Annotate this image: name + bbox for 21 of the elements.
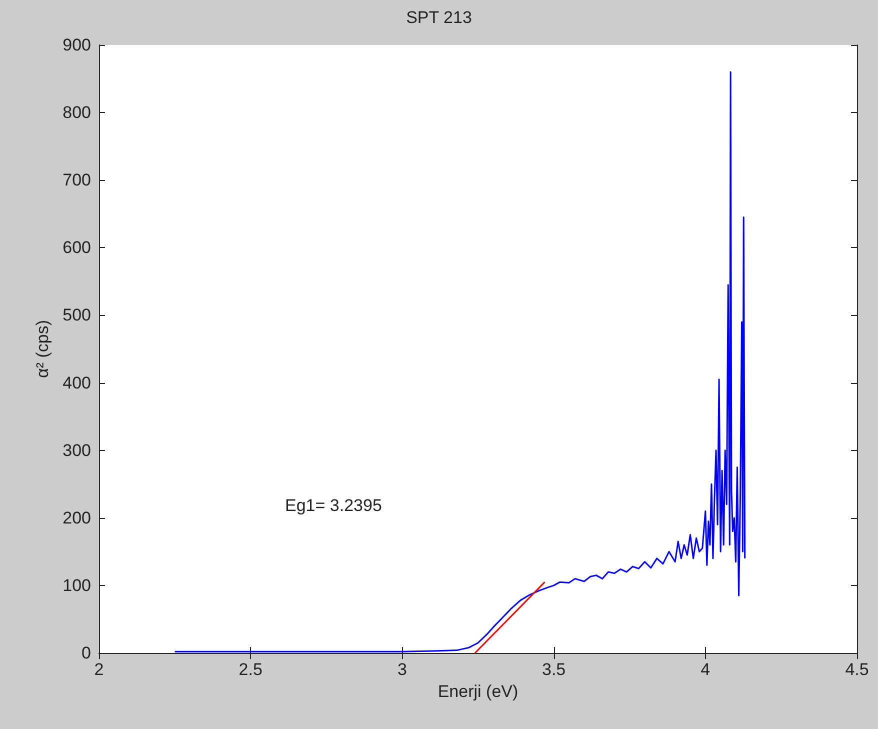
y-tick-label: 0 [82,644,91,662]
chart-title: SPT 213 [406,8,472,27]
x-axis-title: Enerji (eV) [438,682,518,701]
annotation: Eg1= 3.2395 [285,496,382,515]
y-tick-label: 700 [62,170,91,190]
y-tick-label: 900 [62,36,91,54]
y-tick-label: 100 [62,576,91,595]
x-tick-label: 2.5 [238,660,262,679]
y-axis-title: α² (cps) [33,320,52,378]
x-tick-label: 3 [397,660,407,679]
y-tick-label: 600 [62,238,91,258]
y-tick-label: 300 [62,440,91,460]
x-tick-label: 2 [94,660,104,679]
y-tick-label: 500 [62,306,91,325]
y-tick-label: 400 [62,373,91,392]
y-tick-label: 200 [62,508,91,528]
x-tick-label: 4 [700,660,710,679]
x-tick-label: 3.5 [542,660,566,679]
line-series [174,71,746,652]
x-tick-label: 4.5 [845,660,869,679]
y-tick-label: 800 [62,103,91,122]
